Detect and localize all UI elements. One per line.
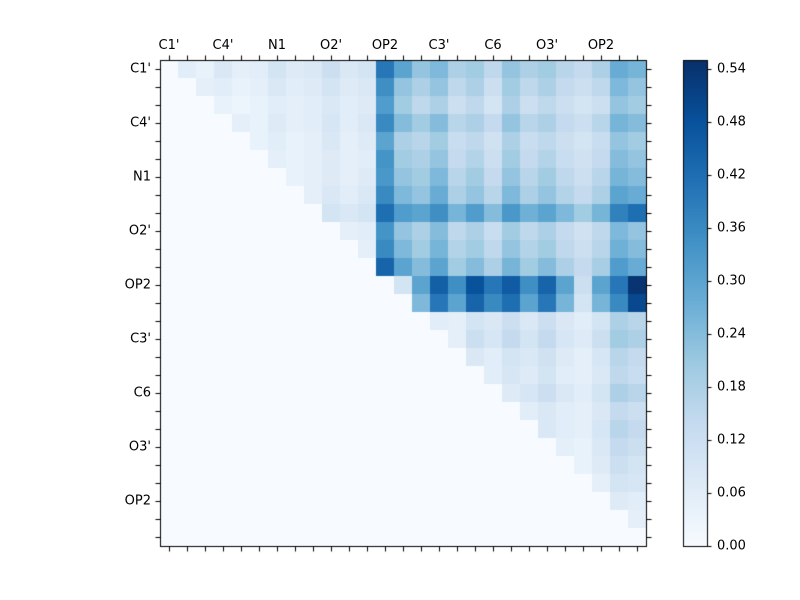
- y-tick-label: O2': [128, 223, 151, 239]
- colorbar-tick-label: 0.54: [717, 61, 746, 77]
- x-tick-label: C3': [428, 38, 450, 53]
- y-tick-label: C3': [130, 331, 151, 347]
- x-tick-label: C1': [158, 38, 180, 53]
- colorbar-tick-label: 0.24: [717, 326, 746, 342]
- y-tick-label: C4': [130, 115, 151, 131]
- x-tick-label: O3': [535, 38, 559, 53]
- x-tick-label: OP2: [371, 38, 399, 53]
- x-tick-label: C6: [484, 38, 502, 53]
- y-tick-label: C6: [133, 385, 151, 401]
- x-tick-label: O2': [319, 38, 343, 53]
- colorbar-tick-label: 0.42: [717, 167, 746, 183]
- x-tick-label: N1: [268, 38, 286, 53]
- colorbar-tick-label: 0.30: [717, 273, 746, 289]
- colorbar-tick-label: 0.06: [717, 485, 746, 501]
- y-tick-label: OP2: [124, 277, 151, 293]
- x-tick-label: OP2: [587, 38, 615, 53]
- colorbar-tick-label: 0.00: [717, 538, 746, 554]
- colorbar-tick-label: 0.12: [717, 432, 746, 448]
- y-tick-label: OP2: [124, 493, 151, 509]
- colorbar-tick-label: 0.36: [717, 220, 746, 236]
- colorbar-tick-label: 0.48: [717, 114, 746, 130]
- x-tick-label: C4': [212, 38, 234, 53]
- y-tick-label: N1: [133, 169, 151, 185]
- y-tick-label: C1': [130, 61, 151, 77]
- colorbar-tick-label: 0.18: [717, 379, 746, 395]
- y-tick-label: O3': [128, 439, 151, 455]
